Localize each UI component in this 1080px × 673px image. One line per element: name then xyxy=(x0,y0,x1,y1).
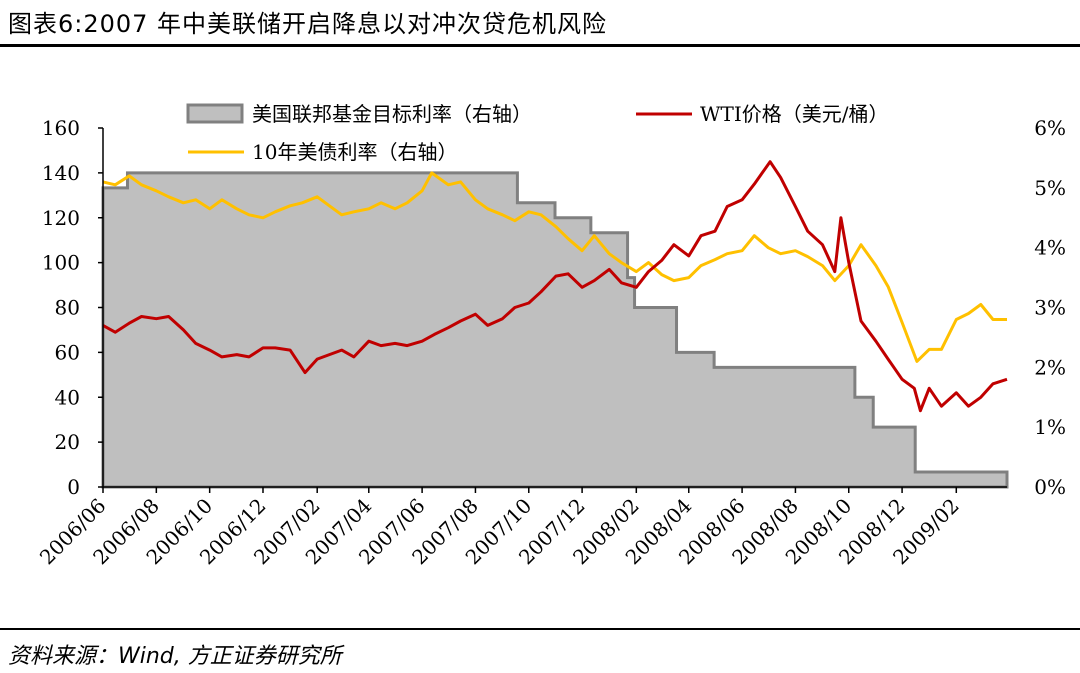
y-left-tick-label: 100 xyxy=(42,251,80,275)
y-right-tick-label: 6% xyxy=(1034,116,1066,140)
legend: 美国联邦基金目标利率（右轴） WTI价格（美元/桶） 10年美债利率（右轴） xyxy=(186,102,889,164)
chart-title: 图表6:2007 年中美联储开启降息以对冲次贷危机风险 xyxy=(8,10,608,38)
source-rule xyxy=(0,628,1080,630)
y-right-tick-label: 4% xyxy=(1034,236,1066,260)
source-note: 资料来源：Wind, 方正证券研究所 xyxy=(8,644,342,669)
y-right-tick-label: 3% xyxy=(1034,296,1066,320)
y-left-tick-label: 0 xyxy=(67,475,80,499)
y-right-tick-label: 0% xyxy=(1034,475,1066,499)
y-left-tick-label: 40 xyxy=(55,385,80,409)
title-rule xyxy=(0,44,1080,47)
legend-label-fed-funds-rate: 美国联邦基金目标利率（右轴） xyxy=(252,102,532,126)
y-left-tick-label: 20 xyxy=(55,430,80,454)
y-left-tick-label: 160 xyxy=(42,116,80,140)
legend-swatch-fed-funds-rate xyxy=(186,103,244,124)
series-10y-treasury-line xyxy=(102,171,1007,363)
y-right-tick-label: 5% xyxy=(1034,176,1066,200)
y-left-tick-label: 60 xyxy=(55,340,80,364)
y-left-tick-label: 120 xyxy=(42,206,80,230)
y-left-tick-label: 80 xyxy=(55,296,80,320)
y-left-tick-label: 140 xyxy=(42,161,80,185)
y-right-tick-label: 2% xyxy=(1034,355,1066,379)
chart: 0204060801001201401600%1%2%3%4%5%6%2006/… xyxy=(35,102,1066,569)
legend-label-wti: WTI价格（美元/桶） xyxy=(700,102,889,126)
plot-area xyxy=(101,160,1009,489)
legend-label-10y-treasury: 10年美债利率（右轴） xyxy=(252,140,457,164)
series-fed-funds-rate-area xyxy=(101,171,1009,489)
y-right-tick-label: 1% xyxy=(1034,415,1066,439)
series-wti-line xyxy=(102,160,1008,413)
